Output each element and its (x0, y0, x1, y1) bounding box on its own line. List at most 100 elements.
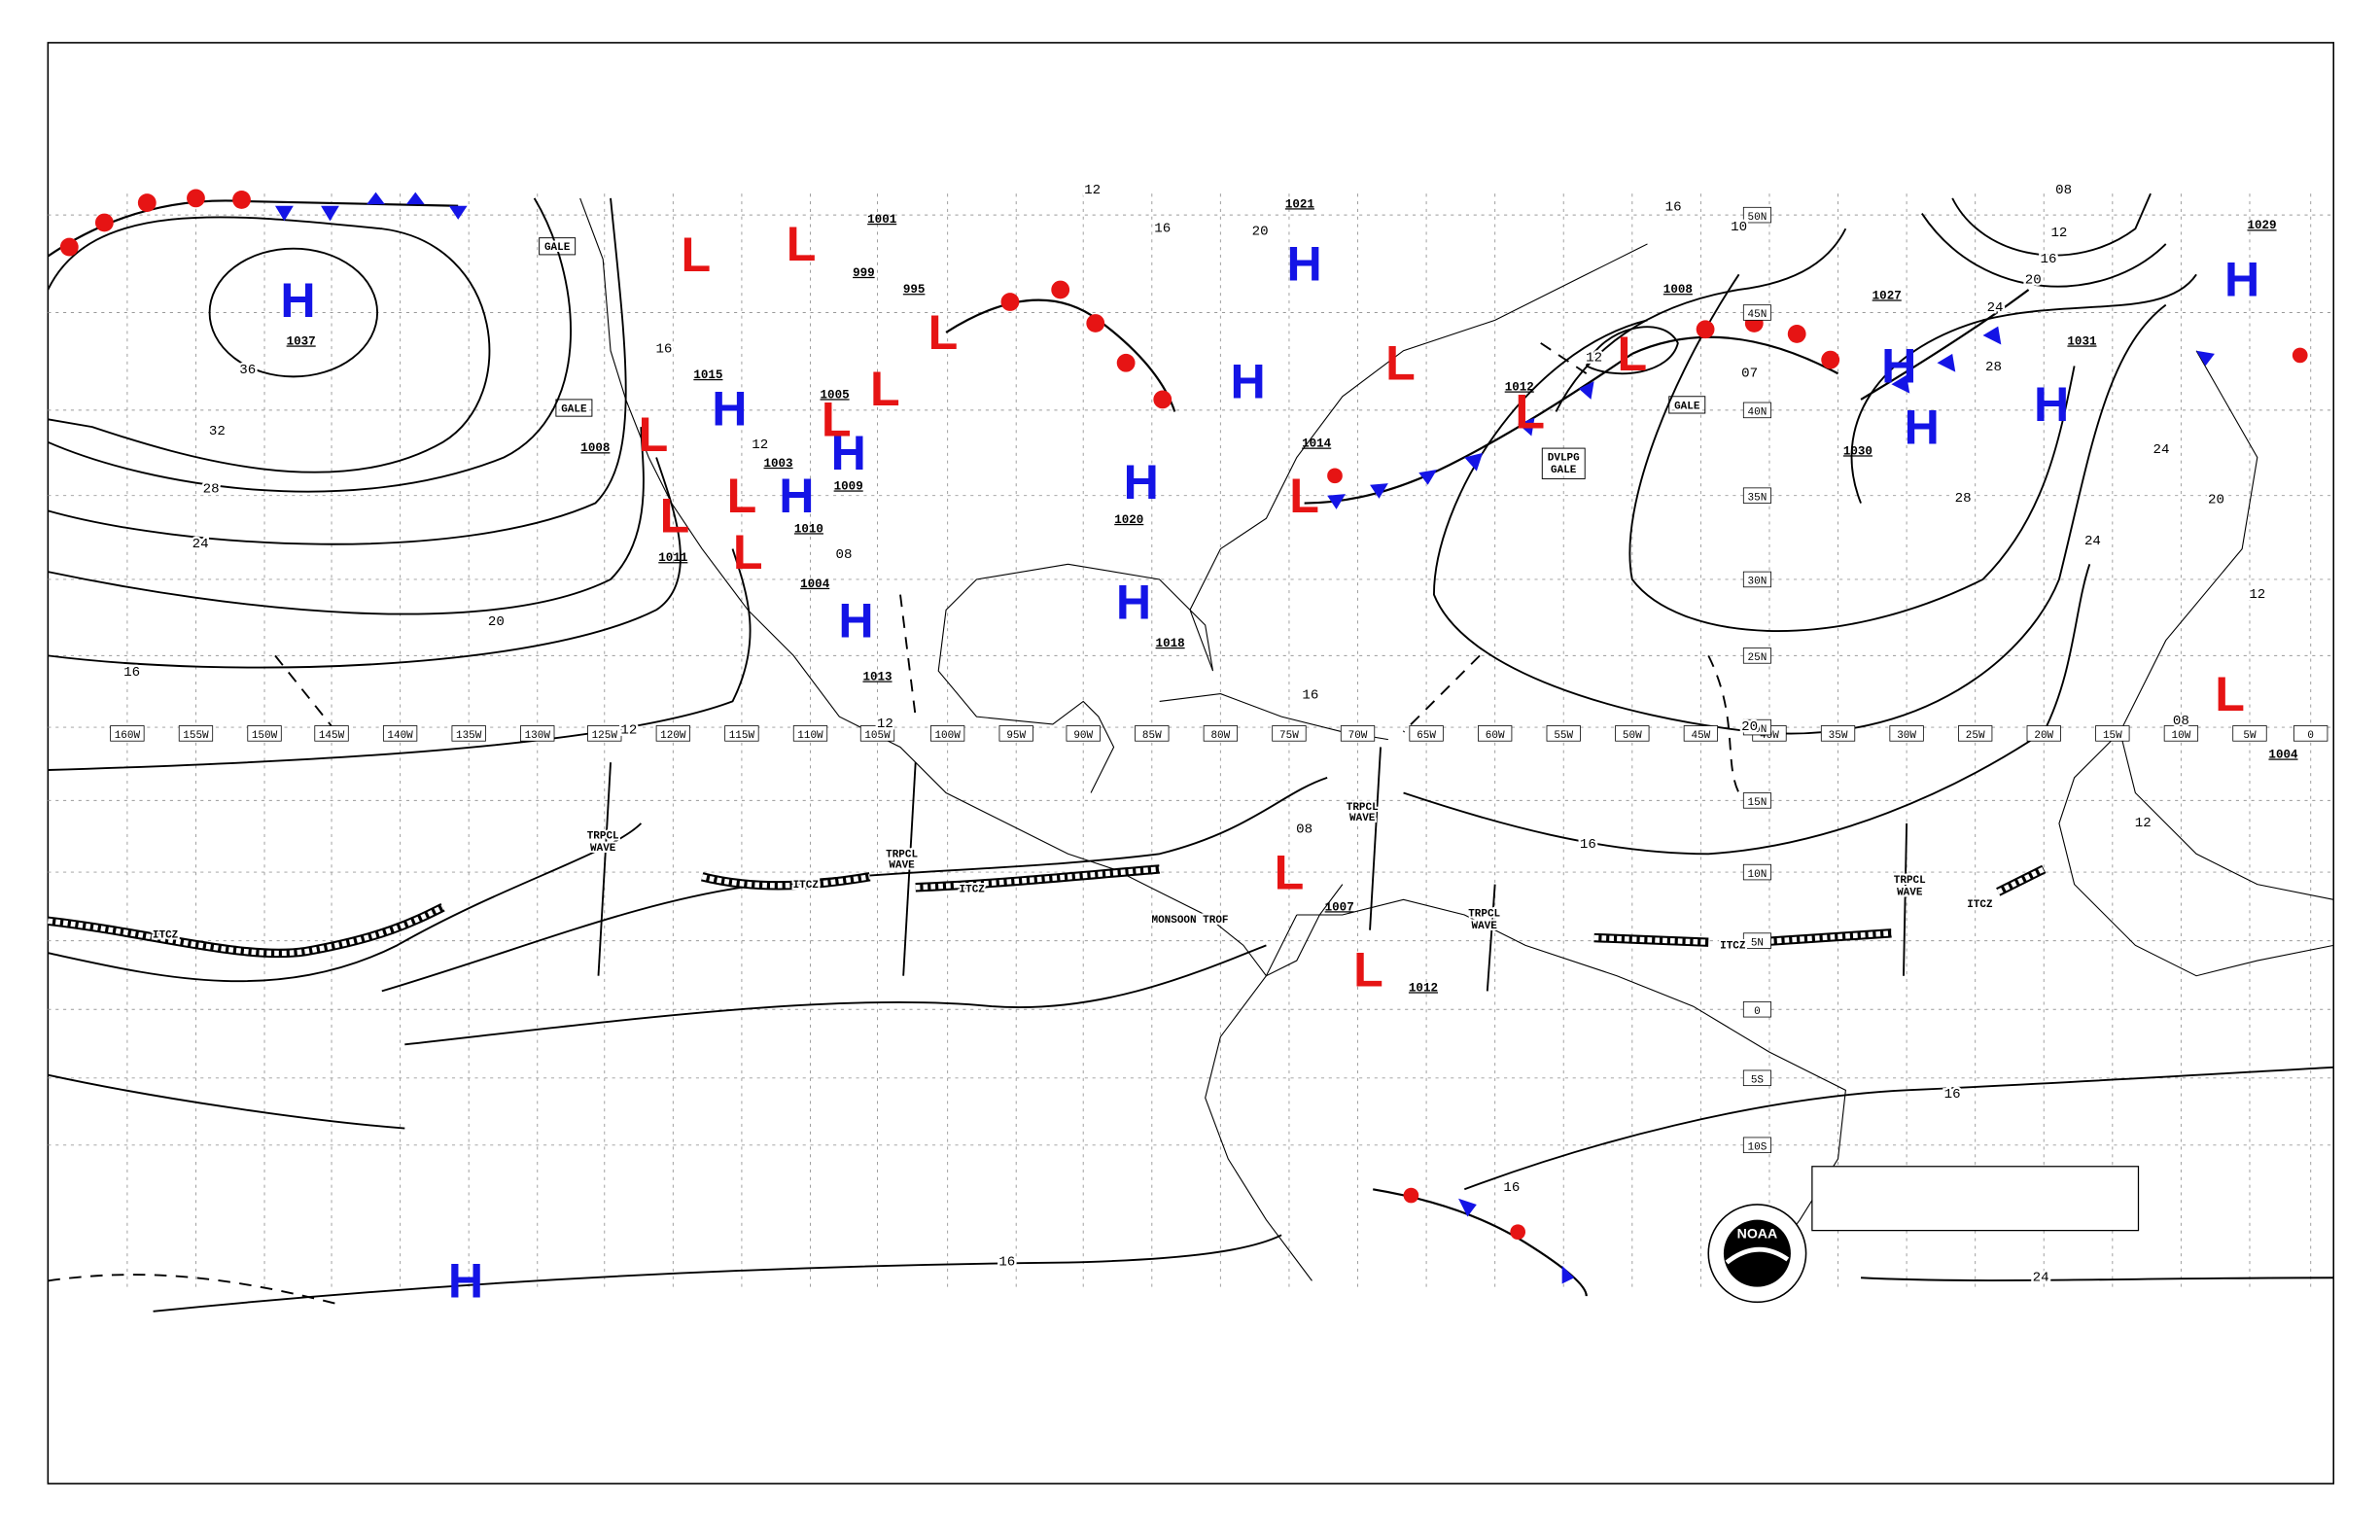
lon-label-box (998, 725, 1033, 742)
lon-label: 15W (2103, 730, 2122, 742)
logo-bird (1725, 1246, 1790, 1265)
isobar-label: 16 (655, 341, 672, 357)
lat-label-box (1742, 863, 1771, 881)
lat-label: 5S (1751, 1075, 1765, 1087)
pressure-value: 1004 (2268, 748, 2298, 761)
pressure-center: H (779, 469, 814, 523)
isobar-label: 08 (836, 547, 853, 563)
feature-label: WAVE (889, 859, 915, 871)
lon-label: 55W (1554, 730, 1573, 742)
feature-label: GALE (1674, 401, 1700, 412)
frame (47, 42, 2335, 1485)
feature-label: ITCZ (1720, 940, 1746, 952)
pressure-center: H (280, 273, 315, 328)
lon-label: 30W (1897, 730, 1916, 742)
lon-label: 100W (934, 730, 961, 742)
feature-box (1668, 396, 1706, 414)
feature-label: ITCZ (960, 884, 986, 895)
pressure-center: H (838, 594, 873, 648)
pressure-center: H (1881, 339, 1916, 394)
lon-label: 150W (252, 730, 278, 742)
lon-label-box (1820, 725, 1856, 742)
pressure-center: L (682, 228, 712, 282)
isobar-label: 28 (1985, 360, 2002, 375)
pressure-center: L (822, 393, 852, 447)
isobar-label: 08 (2173, 714, 2189, 729)
isobar-label: 12 (877, 717, 893, 732)
lon-label-box (2293, 725, 2328, 742)
pressure-center: L (639, 407, 669, 462)
feature-label: GALE (561, 403, 587, 415)
lon-label: 75W (1279, 730, 1299, 742)
feature-label: ITCZ (1967, 899, 1993, 911)
graticule (48, 193, 2334, 1292)
lon-label: 35W (1829, 730, 1848, 742)
pressure-value: 1005 (821, 388, 850, 402)
lat-label: 45N (1748, 309, 1768, 321)
lon-label-box (382, 725, 418, 742)
lat-label-box (1742, 1000, 1771, 1018)
feature-label: GALE (544, 242, 571, 254)
lon-label-box (1683, 725, 1719, 742)
isobar-label: 24 (2153, 442, 2170, 458)
pressure-center: L (787, 217, 817, 271)
isobar-label: 12 (2050, 226, 2067, 241)
isobar-label: 24 (1987, 300, 2004, 316)
isobar-label: 24 (2033, 1270, 2049, 1285)
lat-label-box (1742, 1069, 1771, 1087)
isobar-label: 20 (2025, 273, 2042, 289)
isobar-label: 36 (239, 363, 256, 378)
feature-label: WAVE (1472, 921, 1498, 932)
feature-label: TRPCL (1468, 909, 1500, 921)
isobar-label: 16 (1580, 837, 1596, 853)
isobar-label: 16 (2040, 252, 2056, 267)
isobar-label: 16 (1503, 1180, 1520, 1196)
pressure-value: 1031 (2067, 334, 2096, 348)
troughs (48, 342, 1908, 1305)
pressure-value: 1001 (867, 213, 896, 227)
pressure-center: L (727, 469, 757, 523)
pressure-center: L (1353, 943, 1383, 998)
lat-label: 15N (1748, 797, 1768, 809)
lat-label: 20N (1748, 724, 1768, 736)
pressure-value: 1030 (1843, 444, 1872, 458)
pressure-value: 1010 (794, 522, 823, 536)
lon-label-box (1340, 725, 1376, 742)
feature-label: DVLPG (1548, 453, 1580, 465)
lon-label-box (451, 725, 486, 742)
lon-label-box (1546, 725, 1581, 742)
pressure-center: L (1617, 327, 1647, 381)
pressure-value: 1011 (658, 551, 687, 565)
lon-label-box (1615, 725, 1650, 742)
lon-label: 5W (2243, 730, 2257, 742)
lon-label: 80W (1210, 730, 1230, 742)
lon-label-box (314, 725, 349, 742)
pressure-value: 1018 (1156, 637, 1185, 650)
feature-label: WAVE (590, 843, 616, 855)
lon-label-box (2232, 725, 2267, 742)
isobar-label: 20 (2208, 493, 2224, 508)
lat-label-box (1742, 487, 1771, 504)
isobar-label: 20 (488, 614, 505, 630)
lon-label: 25W (1966, 730, 1985, 742)
lat-label: 10N (1748, 869, 1768, 881)
feature-label: TRPCL (886, 849, 918, 860)
logo (1723, 1219, 1791, 1287)
lon-label-box (2163, 725, 2199, 742)
lon-label-box (178, 725, 214, 742)
lon-label-box (724, 725, 759, 742)
feature-label: MONSOON TROF (1152, 915, 1229, 927)
lon-label-box (1958, 725, 1993, 742)
pressure-value: 999 (853, 266, 875, 280)
pressure-center: H (1905, 400, 1940, 454)
pressure-value: 1027 (1872, 289, 1902, 302)
pressure-center: H (831, 426, 866, 480)
pressure-value: 1008 (1663, 283, 1693, 297)
isobar-label: 12 (620, 722, 637, 738)
pressure-center: H (712, 382, 747, 437)
pressure-value: 1014 (1302, 438, 1332, 451)
pressure-center: L (1385, 336, 1416, 391)
feature-label: TRPCL (587, 831, 619, 843)
